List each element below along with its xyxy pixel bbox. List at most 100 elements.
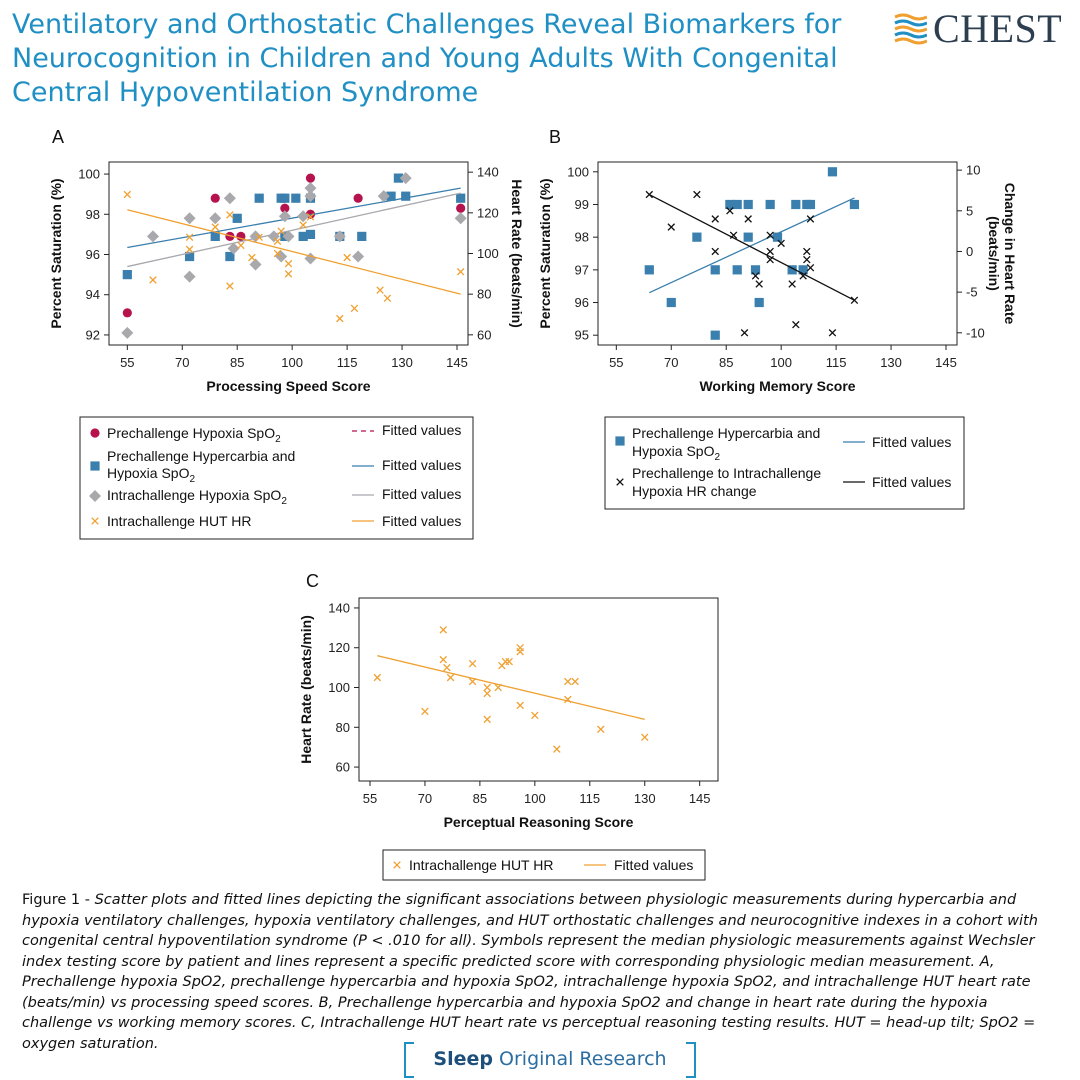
fit-line xyxy=(648,193,855,301)
data-point xyxy=(564,677,572,686)
data-point xyxy=(798,265,808,275)
data-point xyxy=(350,304,359,313)
x-tick-label: 100 xyxy=(524,791,546,806)
data-point xyxy=(483,715,491,724)
y-tick-label: 99 xyxy=(575,197,589,212)
data-point xyxy=(352,250,365,263)
data-point xyxy=(249,258,262,271)
data-point xyxy=(305,173,316,183)
legend-b-label-2a-text: Prechallenge to Intrachallenge xyxy=(632,465,821,481)
data-point xyxy=(468,677,477,686)
plot-frame xyxy=(597,161,958,346)
data-point xyxy=(333,230,346,243)
data-point xyxy=(248,253,256,262)
data-point xyxy=(298,231,308,242)
data-point xyxy=(711,215,719,223)
data-point xyxy=(232,213,242,223)
data-point xyxy=(571,677,579,686)
data-point xyxy=(149,276,157,284)
fit-line xyxy=(649,197,855,294)
y-tick-label: 98 xyxy=(86,207,100,222)
data-point xyxy=(806,263,815,272)
data-point xyxy=(456,203,466,213)
data-point xyxy=(740,329,749,337)
data-point xyxy=(711,247,719,256)
data-point xyxy=(766,255,774,264)
data-point xyxy=(304,182,317,195)
legend-a-marker-3 xyxy=(89,490,101,502)
data-point xyxy=(227,242,240,255)
legend-a-label-3-text: Intrachallenge Hypoxia SpO xyxy=(107,487,281,503)
data-point xyxy=(468,659,477,668)
data-point xyxy=(185,233,194,241)
data-point xyxy=(726,207,734,215)
data-point xyxy=(516,701,524,710)
data-point xyxy=(237,241,245,250)
x-tick-label: 70 xyxy=(664,355,678,370)
y2-tick-label: 60 xyxy=(477,327,491,342)
x-tick-label: 130 xyxy=(880,355,902,370)
data-point xyxy=(755,280,763,288)
data-point xyxy=(183,270,196,283)
x-tick-label: 85 xyxy=(230,355,244,370)
chart-panel-b: B 55 70 85 100 115 130 145 95 96 97 98 99 100 -10 -5 0 5 1… xyxy=(537,127,1018,394)
x-tick-label: 55 xyxy=(363,791,377,806)
data-point xyxy=(386,191,396,201)
x-tick-label: 115 xyxy=(826,355,847,370)
y2-axis-label: Heart Rate (beats/min) xyxy=(509,179,525,328)
data-point xyxy=(743,232,753,242)
figure-caption: Figure 1 - Scatter plots and fitted line… xyxy=(22,890,1062,1054)
y-tick-label: 60 xyxy=(336,760,350,775)
legend-a-fit-label-2: Fitted values xyxy=(382,457,461,473)
data-point xyxy=(299,221,307,229)
data-point xyxy=(806,215,815,223)
panel-label: B xyxy=(549,127,561,147)
legend-a-label-1: Prechallenge Hypoxia SpO2 xyxy=(107,425,281,445)
legend-a-fit-label-4: Fitted values xyxy=(382,513,461,529)
data-point xyxy=(123,190,132,199)
data-point xyxy=(754,297,764,308)
legend-c-marker-1 xyxy=(393,861,401,869)
x-axis-label: Perceptual Reasoning Score xyxy=(444,814,634,830)
data-point xyxy=(291,193,301,203)
data-point xyxy=(799,272,807,280)
legend-a-label-1-text: Prechallenge Hypoxia SpO xyxy=(107,425,275,441)
chest-logo: CHEST xyxy=(893,6,1062,51)
data-point xyxy=(277,227,285,235)
data-point xyxy=(282,230,295,243)
data-point xyxy=(226,211,234,219)
chart-panel-c: C 55 70 85 100 115 130 145 60 80 100 120 140 Perceptu… xyxy=(298,571,719,830)
data-point xyxy=(225,251,235,262)
x-tick-label: 115 xyxy=(337,355,358,370)
x-tick-label: 55 xyxy=(609,355,623,370)
footer-category: Original Research xyxy=(499,1048,667,1070)
data-point xyxy=(505,657,513,666)
legend-a-marker-4 xyxy=(91,517,99,525)
logo-text: CHEST xyxy=(933,5,1063,51)
legend-a-marker-2 xyxy=(90,461,100,471)
data-point xyxy=(725,199,735,210)
data-point xyxy=(792,320,800,329)
series-0 xyxy=(644,167,860,340)
x-tick-label: 130 xyxy=(391,355,413,370)
legend-a-marker-1 xyxy=(90,428,100,438)
data-point xyxy=(765,199,775,210)
data-point xyxy=(644,265,654,275)
x-tick-label: 145 xyxy=(689,791,711,806)
legend-a-label-1-sub: 2 xyxy=(275,434,281,445)
legend-b xyxy=(604,416,965,510)
data-point xyxy=(640,733,649,741)
y2-axis-label-line1: Change in Heart Rate xyxy=(1002,183,1018,325)
data-point xyxy=(750,265,761,275)
y-tick-label: 92 xyxy=(86,327,100,342)
y2-axis-label: Change in Heart Rate(beats/min) xyxy=(986,183,1018,325)
legend-a-label-3-sub: 2 xyxy=(281,496,287,507)
x-axis-label: Working Memory Score xyxy=(699,378,855,394)
data-point xyxy=(255,233,263,241)
data-point xyxy=(297,210,310,223)
x-axis-label: Processing Speed Score xyxy=(206,378,370,394)
legend-b-marker-2 xyxy=(616,478,624,486)
data-point xyxy=(185,245,194,254)
y-axis-label: Percent Saturation (%) xyxy=(537,178,553,328)
data-point xyxy=(787,265,797,275)
